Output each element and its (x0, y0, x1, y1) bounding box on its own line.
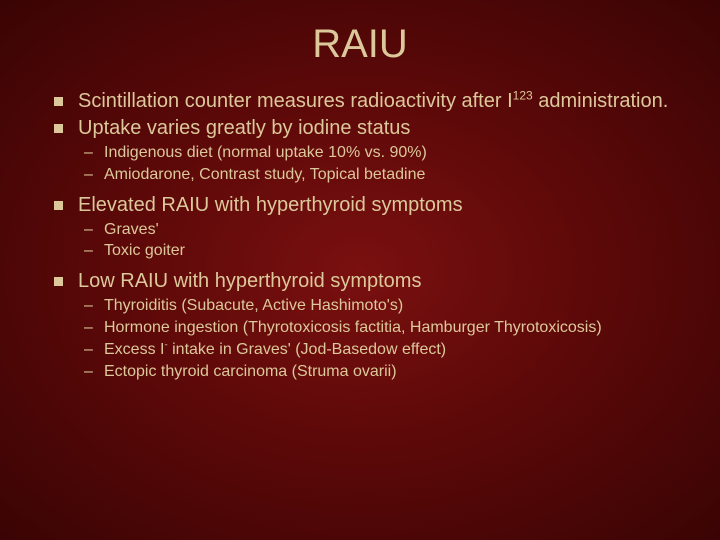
slide-title: RAIU (50, 22, 670, 67)
bullet-low: Low RAIU with hyperthyroid symptoms (50, 269, 670, 294)
bullet-scintillation: Scintillation counter measures radioacti… (50, 89, 670, 114)
sub-bullet-excess: Excess I- intake in Graves' (Jod-Basedow… (50, 340, 670, 361)
text-segment: Excess I (104, 341, 164, 358)
sub-bullet: Amiodarone, Contrast study, Topical beta… (50, 165, 670, 186)
sub-bullet: Hormone ingestion (Thyrotoxicosis factit… (50, 318, 670, 339)
text-segment: intake in Graves' (Jod-Basedow effect) (168, 341, 446, 358)
superscript: 123 (513, 88, 533, 102)
sub-bullet: Toxic goiter (50, 241, 670, 262)
sub-bullet: Ectopic thyroid carcinoma (Struma ovarii… (50, 362, 670, 383)
bullet-uptake: Uptake varies greatly by iodine status (50, 116, 670, 141)
sub-bullet: Indigenous diet (normal uptake 10% vs. 9… (50, 143, 670, 164)
bullet-elevated: Elevated RAIU with hyperthyroid symptoms (50, 193, 670, 218)
text-segment: Scintillation counter measures radioacti… (78, 90, 513, 112)
sub-bullet: Thyroiditis (Subacute, Active Hashimoto'… (50, 296, 670, 317)
text-segment: administration. (533, 90, 669, 112)
sub-bullet: Graves' (50, 220, 670, 241)
